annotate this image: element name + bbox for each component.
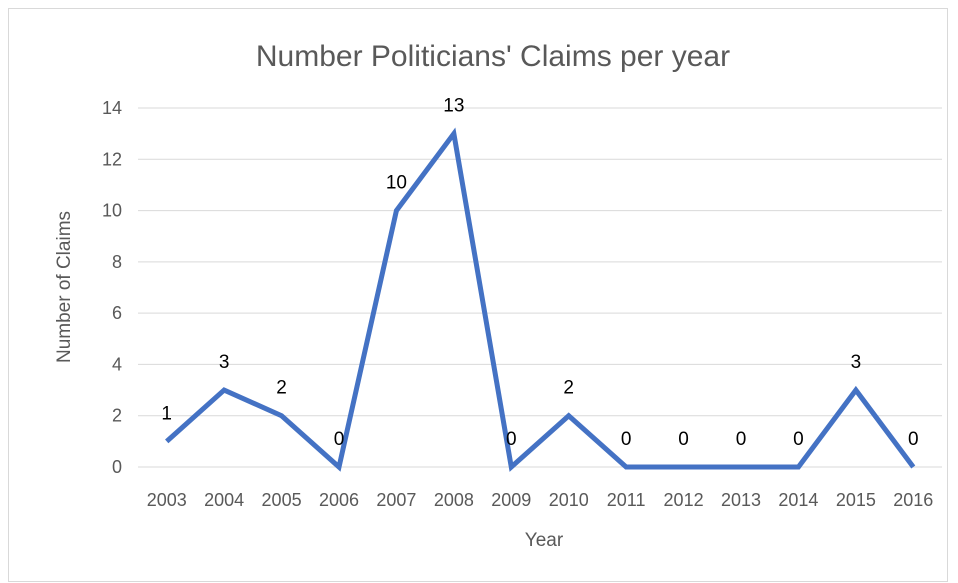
data-label: 0 [678,429,689,450]
data-label: 0 [908,429,919,450]
y-tick-label: 8 [112,252,122,272]
chart-frame [8,8,948,582]
y-tick-label: 4 [112,354,122,374]
x-tick-label: 2014 [778,490,818,510]
data-label: 2 [563,378,574,399]
x-tick-label: 2016 [893,490,933,510]
x-tick-label: 2011 [607,490,646,510]
data-label: 2 [276,378,287,399]
y-tick-label: 6 [112,303,122,323]
x-tick-label: 2005 [262,490,302,510]
y-tick-label: 12 [102,149,122,169]
data-label: 0 [736,429,747,450]
x-tick-label: 2015 [836,490,876,510]
data-label: 0 [506,429,517,450]
data-label: 0 [621,429,632,450]
data-label: 0 [334,429,345,450]
x-tick-label: 2009 [491,490,531,510]
y-tick-label: 0 [112,457,122,477]
data-label: 13 [443,96,464,117]
x-tick-label: 2012 [664,490,704,510]
chart-title: Number Politicians' Claims per year [256,40,730,73]
series-line [165,127,916,472]
y-tick-label: 14 [102,98,122,118]
x-tick-label: 2006 [319,490,359,510]
x-tick-label: 2007 [376,490,416,510]
x-tick-label: 2008 [434,490,474,510]
data-label: 10 [386,173,407,194]
x-tick-label: 2013 [721,490,761,510]
y-axis-title: Number of Claims [54,211,75,363]
x-axis-title: Year [525,530,564,551]
data-label: 1 [161,403,172,424]
x-tick-label: 2004 [204,490,244,510]
y-tick-label: 2 [112,406,122,426]
x-tick-label: 2010 [549,490,589,510]
x-tick-label: 2003 [147,490,187,510]
data-label: 3 [219,352,230,373]
data-label: 3 [851,352,862,373]
data-label: 0 [793,429,804,450]
y-tick-label: 10 [102,201,122,221]
